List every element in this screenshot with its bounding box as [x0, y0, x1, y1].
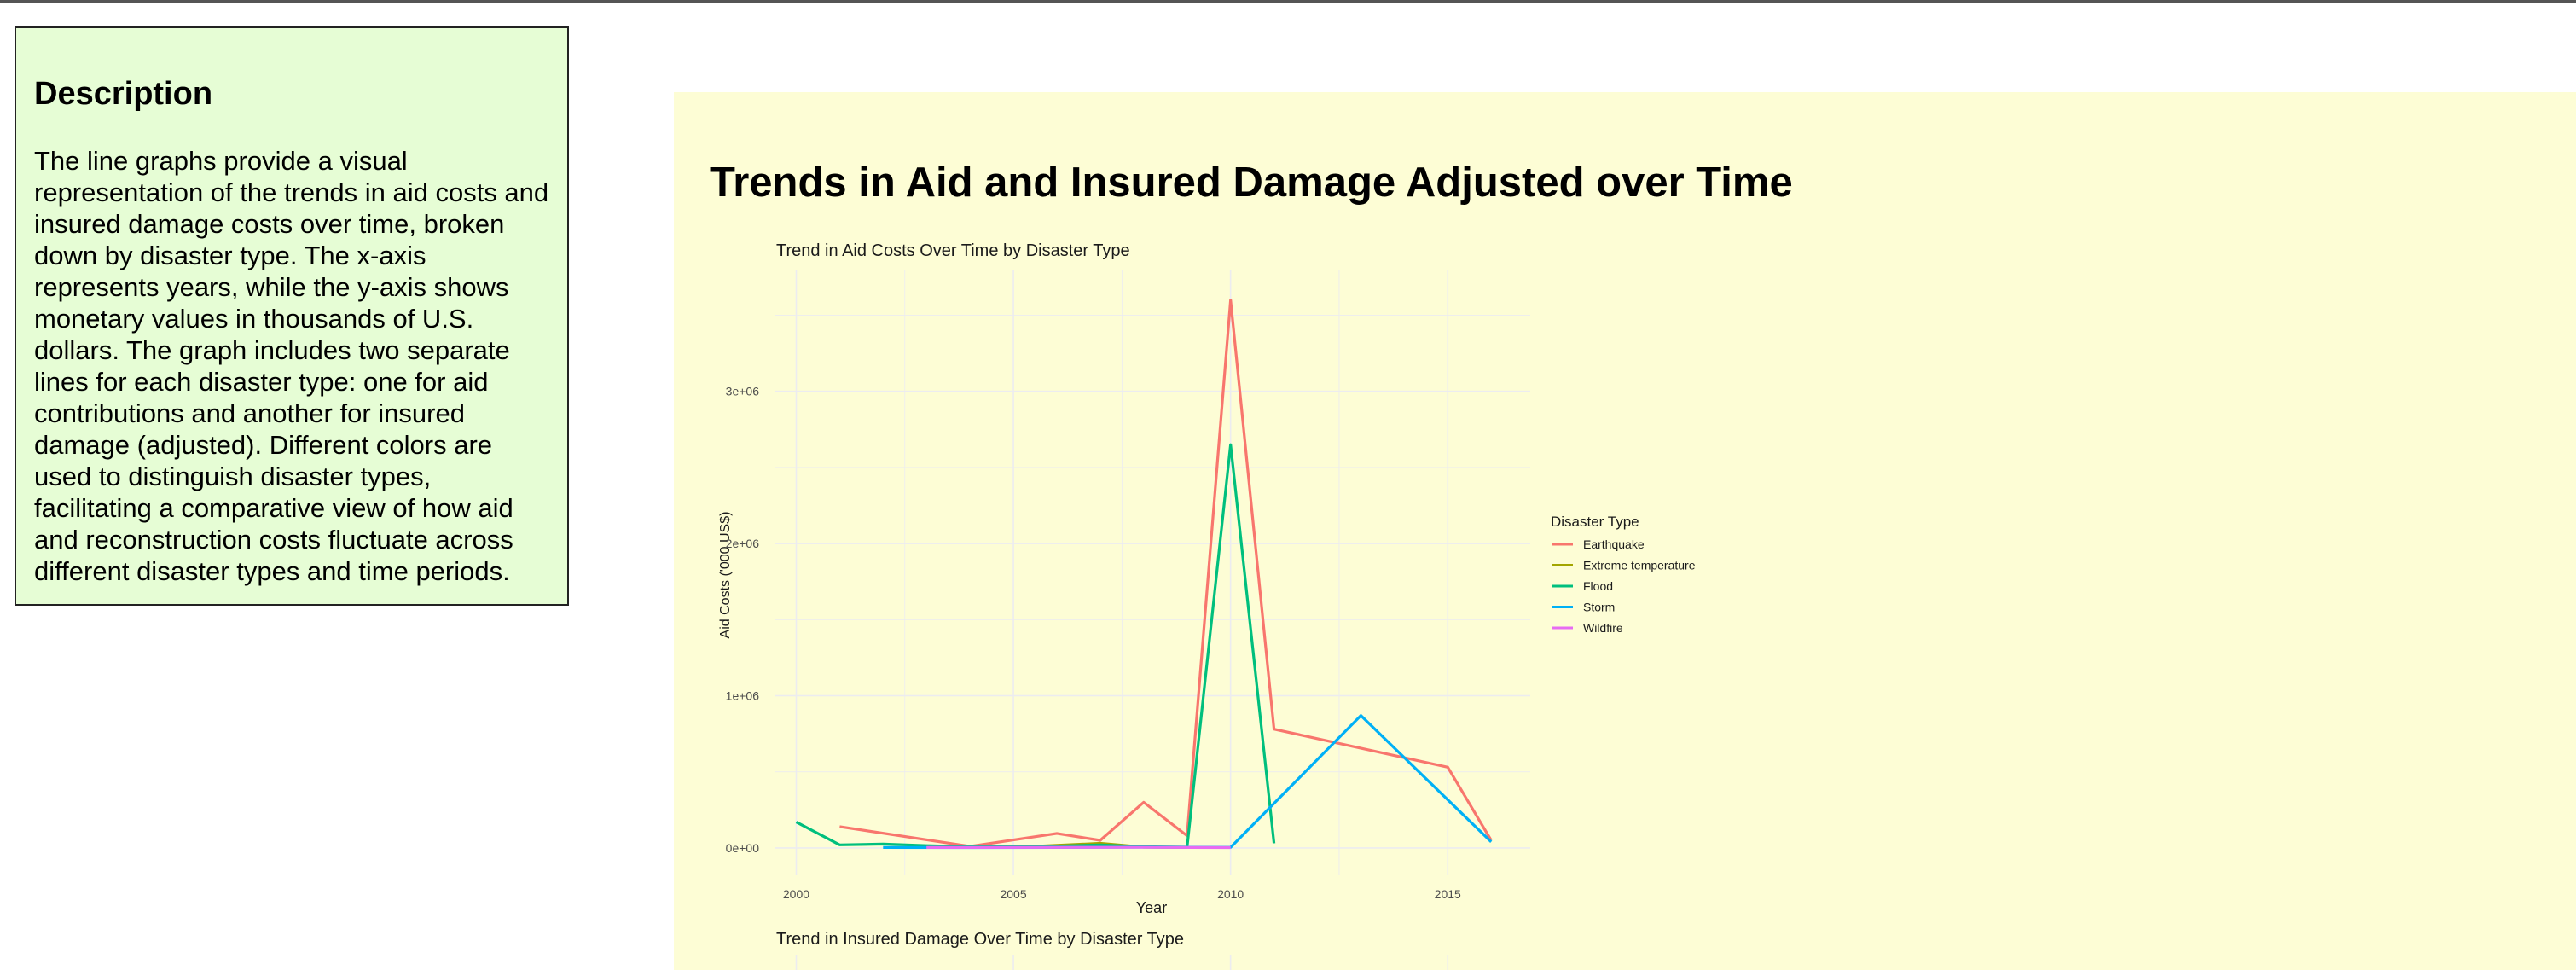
- description-box: Description The line graphs provide a vi…: [15, 26, 569, 606]
- insured-chart-title: Trend in Insured Damage Over Time by Dis…: [776, 930, 1184, 949]
- aid-chart-title: Trend in Aid Costs Over Time by Disaster…: [776, 241, 1130, 260]
- legend-label-flood: Flood: [1583, 579, 1613, 593]
- y-tick-label: 1e+06: [726, 688, 760, 702]
- x-tick-label: 2000: [783, 887, 809, 901]
- x-tick-label: 2005: [1000, 887, 1026, 901]
- x-tick-label: 2015: [1435, 887, 1461, 901]
- description-title: Description: [34, 76, 213, 112]
- x-tick-label: 2010: [1217, 887, 1244, 901]
- chart-panel: Trends in Aid and Insured Damage Adjuste…: [674, 92, 2576, 970]
- legend-label-storm: Storm: [1583, 601, 1615, 614]
- aid-chart-y-ticks: 0e+00 1e+06 2e+06 3e+06: [726, 385, 760, 855]
- aid-chart-grid: [775, 270, 1530, 875]
- aid-chart-xlabel: Year: [1136, 899, 1167, 916]
- y-tick-label: 0e+00: [726, 841, 760, 855]
- y-tick-label: 2e+06: [726, 537, 760, 550]
- aid-chart-ylabel: Aid Costs ('000 US$): [718, 512, 733, 639]
- top-border: [0, 0, 2576, 3]
- insured-chart-grid: [795, 955, 1449, 970]
- series-line-earthquake: [839, 299, 1493, 848]
- aid-chart-lines: [795, 299, 1493, 850]
- chart-svg: Trend in Aid Costs Over Time by Disaster…: [718, 241, 1696, 970]
- legend-label-wildfire: Wildfire: [1583, 621, 1623, 635]
- y-tick-label: 3e+06: [726, 385, 760, 398]
- description-text: The line graphs provide a visual represe…: [34, 146, 549, 586]
- aid-chart-x-ticks: 2000 2005 2010 2015: [783, 887, 1461, 901]
- legend-title: Disaster Type: [1551, 514, 1639, 530]
- aid-chart-legend: Earthquake Extreme temperature Flood Storm W…: [1552, 537, 1696, 635]
- legend-label-earthquake: Earthquake: [1583, 537, 1645, 551]
- page-title: Trends in Aid and Insured Damage Adjuste…: [710, 160, 1793, 206]
- legend-label-extreme-temperature: Extreme temperature: [1583, 559, 1696, 572]
